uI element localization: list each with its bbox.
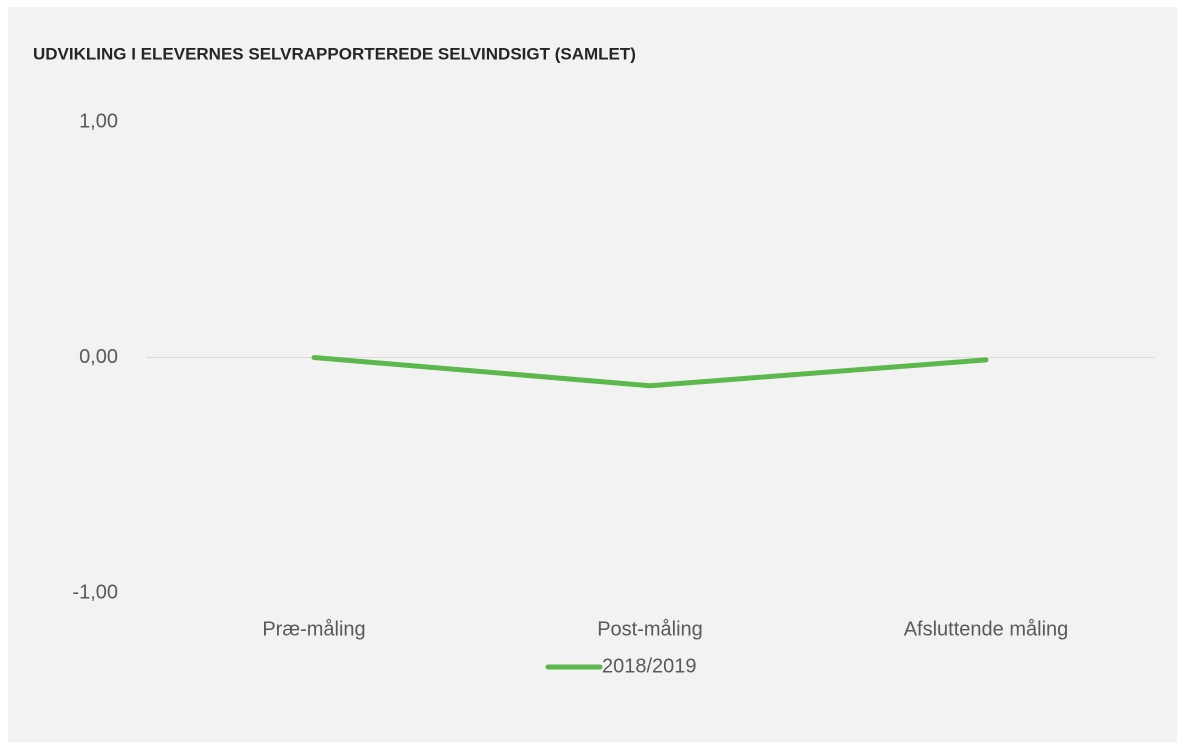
- x-tick-label: Afsluttende måling: [904, 618, 1069, 640]
- y-tick-label: 0,00: [79, 346, 118, 368]
- legend-label: 2018/2019: [602, 655, 697, 677]
- x-tick-label: Præ-måling: [262, 618, 365, 640]
- y-tick-label: -1,00: [72, 581, 118, 603]
- chart-background: [8, 7, 1177, 742]
- x-tick-label: Post-måling: [597, 618, 703, 640]
- y-tick-label: 1,00: [79, 110, 118, 132]
- chart-title: UDVIKLING I ELEVERNES SELVRAPPORTEREDE S…: [33, 44, 636, 63]
- series-line: [311, 355, 989, 389]
